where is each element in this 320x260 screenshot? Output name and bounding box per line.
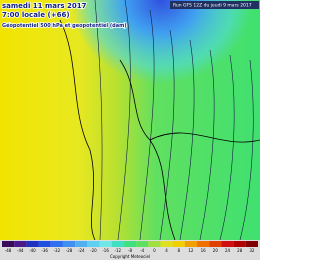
run-info: Run GFS 12Z du jeudi 9 mars 2017 (173, 3, 252, 9)
screenshot: samedi 11 mars 2017 7:00 locale (+66) Gé… (0, 0, 260, 260)
legend-label: 28 (237, 248, 243, 253)
legend-label: -24 (78, 248, 85, 253)
legend-swatch (26, 241, 39, 247)
legend-label: 4 (165, 248, 168, 253)
legend-swatch (148, 241, 161, 247)
legend-swatch (209, 241, 222, 247)
date: samedi 11 mars 2017 (2, 2, 87, 10)
legend-label: 32 (249, 248, 255, 253)
legend-label: -36 (41, 248, 48, 253)
legend-swatch (245, 241, 258, 247)
legend-swatch (111, 241, 124, 247)
legend-label: -4 (140, 248, 144, 253)
borders (59, 19, 260, 241)
legend-swatch (221, 241, 234, 247)
legend: -48 -44 -40 -36 -32 -28 -24 -20 -16 -12 -8 -4 0 4 8 12 1… (2, 241, 258, 253)
legend-swatch (14, 241, 27, 247)
legend-swatch (160, 241, 173, 247)
legend-label: -16 (102, 248, 109, 253)
legend-label: -12 (115, 248, 122, 253)
legend-swatch (233, 241, 246, 247)
legend-swatch (87, 241, 100, 247)
field-title: Géopotentiel 500 hPa et geopotentiel (da… (2, 22, 127, 29)
legend-label: 0 (153, 248, 156, 253)
legend-label: -8 (128, 248, 132, 253)
legend-swatch (75, 241, 88, 247)
legend-swatch (197, 241, 210, 247)
legend-swatch (2, 241, 15, 247)
legend-label: 16 (201, 248, 207, 253)
legend-label: -32 (54, 248, 61, 253)
legend-swatch (99, 241, 112, 247)
legend-swatch (172, 241, 185, 247)
legend-swatch (136, 241, 149, 247)
contours (94, 0, 254, 241)
time: 7:00 locale (+66) (2, 11, 70, 19)
legend-label: -20 (90, 248, 97, 253)
legend-swatch (62, 241, 76, 247)
legend-label: -40 (29, 248, 36, 253)
legend-label: 20 (213, 248, 219, 253)
legend-swatch (184, 241, 198, 247)
legend-label: 24 (225, 248, 231, 253)
legend-swatch (123, 241, 137, 247)
map: samedi 11 mars 2017 7:00 locale (+66) Gé… (0, 0, 260, 260)
legend-label: -28 (66, 248, 73, 253)
cold-pool (0, 0, 260, 240)
legend-label: -48 (5, 248, 12, 253)
legend-label: -44 (17, 248, 24, 253)
run-box (170, 1, 259, 9)
copyright: Copyright Meteociel (110, 254, 150, 259)
legend-label: 12 (188, 248, 194, 253)
legend-swatch (50, 241, 63, 247)
legend-swatch (38, 241, 51, 247)
legend-label: 8 (177, 248, 180, 253)
